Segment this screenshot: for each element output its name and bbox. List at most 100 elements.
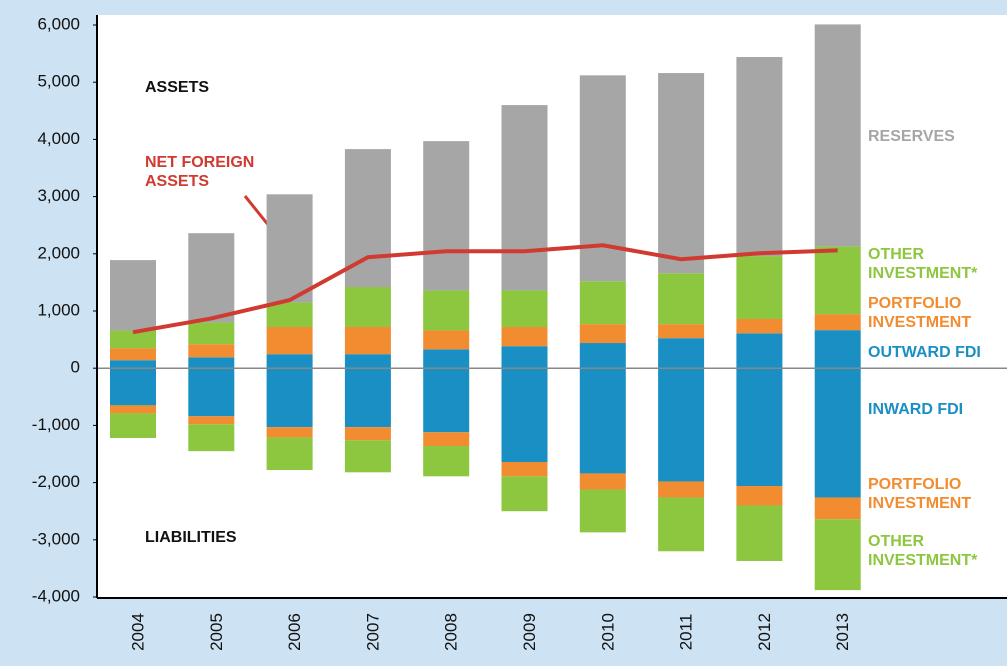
y-tick-label: -4,000 <box>32 586 80 605</box>
y-tick-label: 6,000 <box>37 14 80 33</box>
x-tick-label: 2008 <box>442 613 461 651</box>
bar-segment <box>658 324 705 339</box>
bar-segment <box>344 354 391 369</box>
series-label: NET FOREIGN ASSETS <box>145 154 255 190</box>
bar-segment <box>736 368 783 487</box>
series-label: PORTFOLIO INVESTMENT <box>868 295 972 331</box>
bar-segment <box>736 256 783 320</box>
y-tick-label: 2,000 <box>37 243 80 262</box>
bar-segment <box>736 319 783 334</box>
bar-segment <box>344 286 391 328</box>
bar-segment <box>188 233 235 323</box>
bar-segment <box>266 354 313 369</box>
bar-segment <box>266 427 313 438</box>
x-tick-label: 2010 <box>598 613 617 651</box>
series-label: RESERVES <box>868 128 955 145</box>
bar-segment <box>188 322 235 345</box>
x-tick-label: 2005 <box>207 613 226 651</box>
bar-segment <box>736 486 783 506</box>
x-tick-label: 2012 <box>755 613 774 651</box>
y-tick-label: 1,000 <box>37 300 80 319</box>
bar-segment <box>344 427 391 441</box>
bar-segment <box>110 330 156 349</box>
bar-segment <box>814 330 861 369</box>
bar-segment <box>110 368 156 406</box>
bar-segment <box>110 413 156 438</box>
series-label: PORTFOLIO INVESTMENT <box>868 476 972 512</box>
bar-segment <box>423 368 470 433</box>
x-tick-label: 2009 <box>520 613 539 651</box>
bar-segment <box>579 489 626 533</box>
bar-segment <box>579 343 626 369</box>
bar-segment <box>501 105 548 291</box>
y-tick-label: 5,000 <box>37 72 80 91</box>
bar-segment <box>814 246 861 315</box>
bar-segment <box>501 476 548 512</box>
y-tick-label: -1,000 <box>32 415 80 434</box>
bar-segment <box>658 73 705 274</box>
bar-segment <box>110 360 156 369</box>
bar-segment <box>814 314 861 331</box>
bar-segment <box>266 368 313 428</box>
x-tick-label: 2004 <box>128 613 147 651</box>
line <box>132 243 838 335</box>
bar-segment <box>579 75 626 282</box>
bar-segment <box>501 327 548 347</box>
bar-segment <box>736 57 783 257</box>
bar-segment <box>188 368 235 417</box>
bar-segment <box>423 445 470 477</box>
bar-segment <box>266 437 313 471</box>
bar-segment <box>266 327 313 355</box>
bar-segment <box>423 432 470 446</box>
bar-segment <box>344 440 391 473</box>
bar-segment <box>658 368 705 482</box>
bar-segment <box>188 424 235 452</box>
y-tick-label: -2,000 <box>32 472 80 491</box>
bar-segment <box>188 344 235 358</box>
bar-segment <box>188 416 235 425</box>
y-tick-label: 3,000 <box>37 186 80 205</box>
bar-segment <box>501 346 548 369</box>
bar-segment <box>423 349 470 369</box>
bar-segment <box>266 194 313 303</box>
bar-segment <box>110 405 156 414</box>
bar-segment <box>736 505 783 561</box>
bar-segment <box>579 368 626 474</box>
annotation: ASSETS <box>145 79 210 96</box>
bar-segment <box>501 290 548 328</box>
series-label: OUTWARD FDI <box>868 344 981 361</box>
bar-segment <box>423 290 470 331</box>
bar-segment <box>110 348 156 361</box>
y-tick-label: 0 <box>71 358 80 377</box>
bar-segment <box>814 519 861 591</box>
bar-segment <box>814 24 861 247</box>
bar-segment <box>736 333 783 369</box>
bar-segment <box>344 368 391 428</box>
bar-segment <box>501 462 548 477</box>
bar-segment <box>658 338 705 369</box>
y-tick-label: 4,000 <box>37 129 80 148</box>
bar-segment <box>423 330 470 350</box>
x-tick-label: 2006 <box>285 613 304 651</box>
series-label: OTHER INVESTMENT* <box>868 246 978 282</box>
bar-segment <box>579 324 626 344</box>
bar-segment <box>658 273 705 325</box>
x-tick-label: 2007 <box>363 613 382 651</box>
bar-segment <box>188 357 235 369</box>
x-tick-label: 2011 <box>677 614 696 651</box>
bar-segment <box>814 497 861 520</box>
bar-segment <box>344 327 391 355</box>
series-label: OTHER INVESTMENT* <box>868 533 978 569</box>
bar-segment <box>501 368 548 463</box>
bar-segment <box>579 473 626 490</box>
bar-segment <box>423 141 470 291</box>
bar-segment <box>266 302 313 328</box>
bar-segment <box>658 481 705 498</box>
series-label: INWARD FDI <box>868 401 964 418</box>
annotation: LIABILITIES <box>145 529 237 546</box>
bar-segment <box>814 368 861 498</box>
bar-segment <box>110 260 156 331</box>
x-tick-label: 2013 <box>833 613 852 651</box>
